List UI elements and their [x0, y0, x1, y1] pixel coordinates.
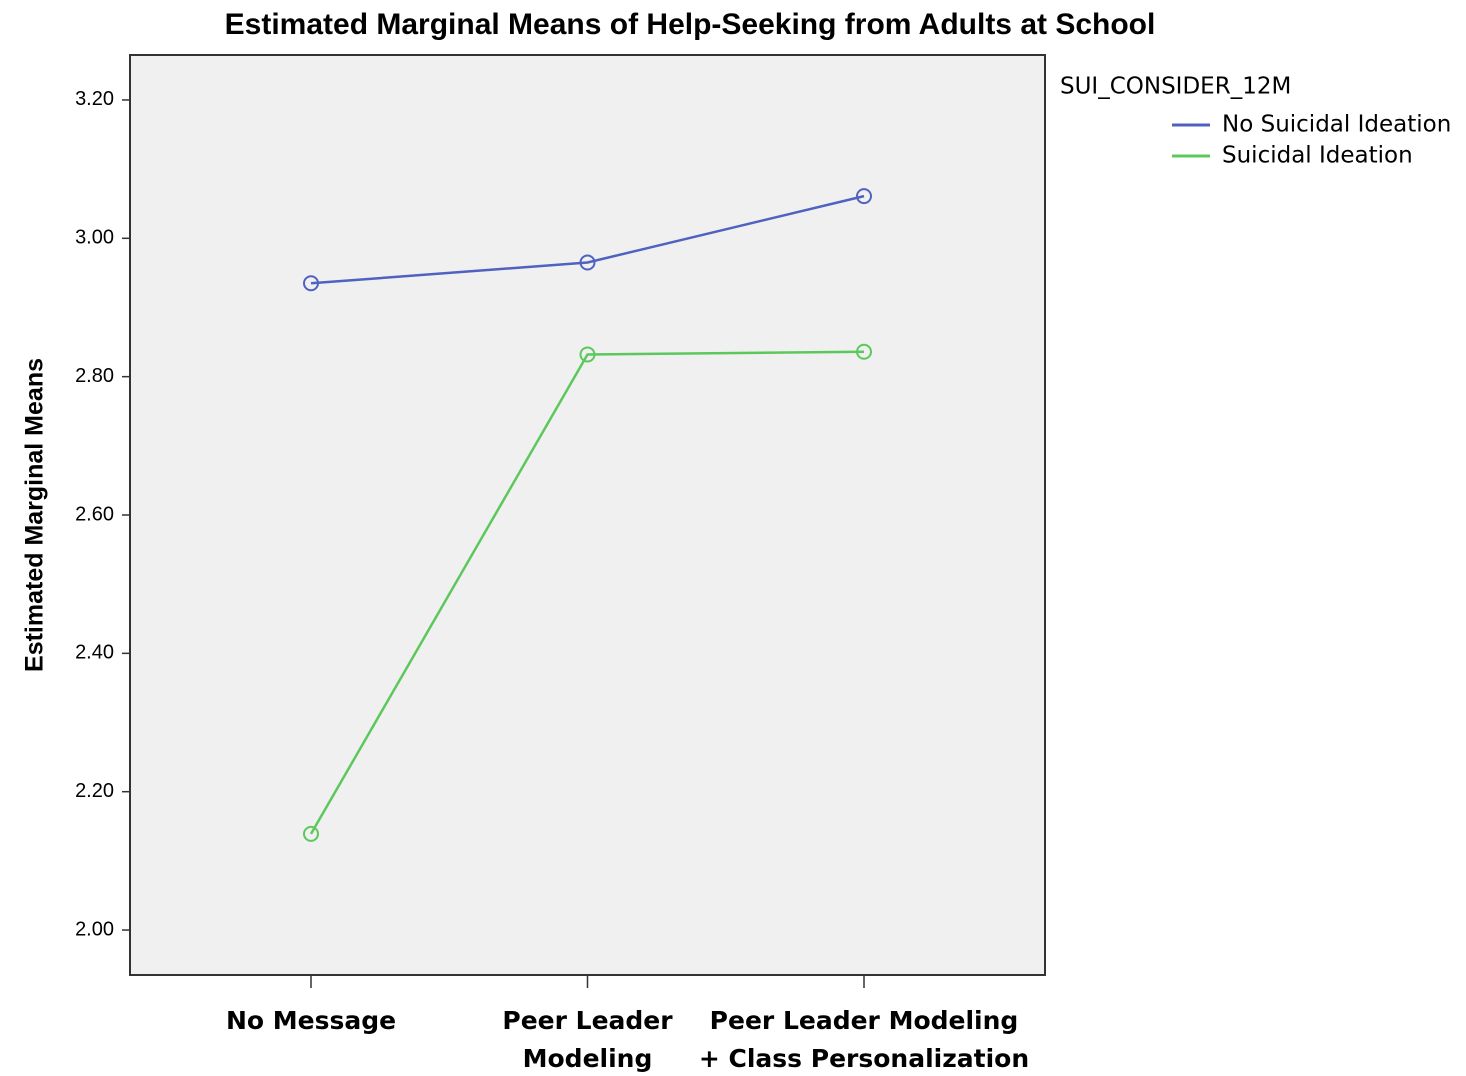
legend-title: SUI_CONSIDER_12M — [1060, 74, 1291, 100]
y-tick-label: 2.60 — [75, 503, 114, 525]
data-point — [579, 254, 596, 271]
y-axis-label: Estimated Marginal Means — [21, 358, 49, 672]
x-tick-label: + Class Personalization — [699, 1044, 1029, 1073]
y-tick-label: 3.20 — [75, 88, 114, 110]
y-tick-label: 2.00 — [75, 918, 114, 940]
legend-label: No Suicidal Ideation — [1222, 112, 1451, 138]
series-line — [310, 194, 865, 285]
chart-title: Estimated Marginal Means of Help-Seeking… — [225, 8, 1156, 41]
y-tick-label: 2.20 — [75, 780, 114, 802]
y-tick-label: 2.80 — [75, 365, 114, 387]
data-point — [856, 188, 872, 205]
data-point — [303, 275, 319, 292]
series-line — [309, 350, 865, 835]
data-point — [303, 825, 319, 842]
plot-area — [129, 54, 1046, 976]
data-point — [856, 343, 872, 360]
x-tick-label: Peer Leader Modeling — [710, 1006, 1019, 1035]
legend-label: Suicidal Ideation — [1222, 143, 1413, 169]
x-tick-label: Modeling — [523, 1044, 653, 1073]
data-point — [579, 346, 596, 363]
x-tick-label: No Message — [226, 1006, 396, 1035]
x-tick-label: Peer Leader — [502, 1006, 673, 1035]
y-tick-label: 2.40 — [75, 642, 114, 664]
y-tick-label: 3.00 — [75, 227, 114, 249]
